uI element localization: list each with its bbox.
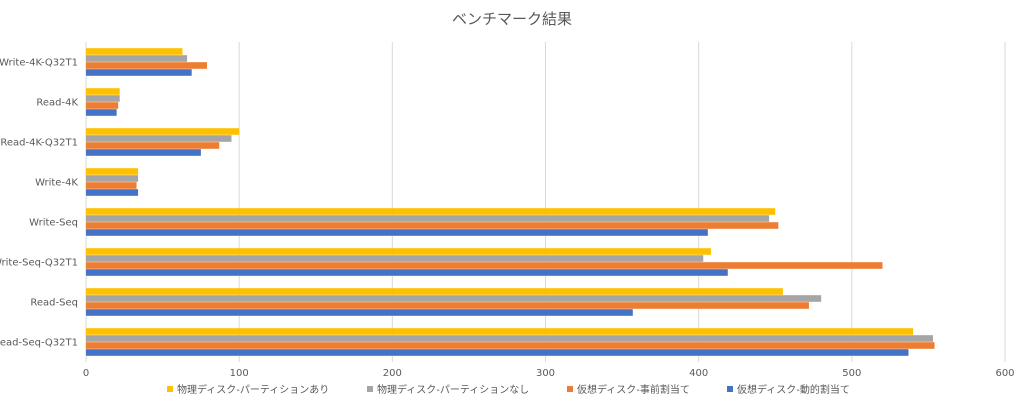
x-axis-labels: 0 100 200 300 400 500 600 [83,368,1015,379]
bar [86,88,120,95]
gridlines [85,42,1006,362]
y-tick-label: Write-4K [35,178,78,189]
chart-title: ベンチマーク結果 [452,10,572,28]
x-tick-label: 0 [83,368,89,379]
legend-label: 物理ディスク-パーティションあり [177,383,329,396]
bar [86,215,770,222]
bar [86,69,192,76]
bar [86,269,728,276]
bar [86,208,776,215]
y-tick-label: Write-4K-Q32T1 [0,58,78,69]
bar [86,335,934,342]
legend-label: 仮想ディスク-事前割当て [577,383,690,396]
y-tick-label: Write-Seq-Q32T1 [0,258,78,269]
bar [86,328,914,335]
bar [86,349,909,356]
bar [86,135,232,142]
bar [86,342,935,349]
y-tick-label: Read-Seq-Q32T1 [0,338,78,349]
x-tick-label: 300 [536,368,555,379]
bar [86,229,708,236]
bar [86,128,240,135]
bar [86,95,120,102]
bar [86,149,201,156]
bar [86,255,704,262]
bar [86,302,809,309]
bar [86,248,711,255]
bars [86,48,935,356]
y-tick-label: Read-4K-Q32T1 [0,138,78,149]
bar [86,222,779,229]
bar [86,142,220,149]
bar [86,309,633,316]
bar [86,168,139,175]
bar [86,48,183,55]
legend-marker [367,386,373,392]
bar [86,102,119,109]
x-tick-label: 200 [383,368,402,379]
legend-marker [727,386,733,392]
legend-marker [567,386,573,392]
bar [86,189,139,196]
y-axis-labels: Write-4K-Q32T1 Read-4K Read-4K-Q32T1 Write-… [0,58,78,349]
x-tick-label: 400 [689,368,708,379]
y-tick-label: Write-Seq [29,218,78,229]
bar [86,175,139,182]
x-tick-label: 500 [842,368,861,379]
bar [86,262,883,269]
y-tick-label: Read-4K [36,98,78,109]
x-tick-label: 100 [230,368,249,379]
bar [86,109,117,116]
bar [86,62,208,69]
legend: 物理ディスク-パーティションあり 物理ディスク-パーティションなし 仮想ディスク-事… [167,383,850,396]
x-tick-label: 600 [995,368,1014,379]
bar [86,55,188,62]
bar [86,288,783,295]
legend-label: 仮想ディスク-動的割当て [737,383,850,396]
legend-label: 物理ディスク-パーティションなし [377,383,529,396]
bar [86,295,822,302]
y-tick-label: Read-Seq [30,298,78,309]
bar [86,182,137,189]
legend-marker [167,386,173,392]
